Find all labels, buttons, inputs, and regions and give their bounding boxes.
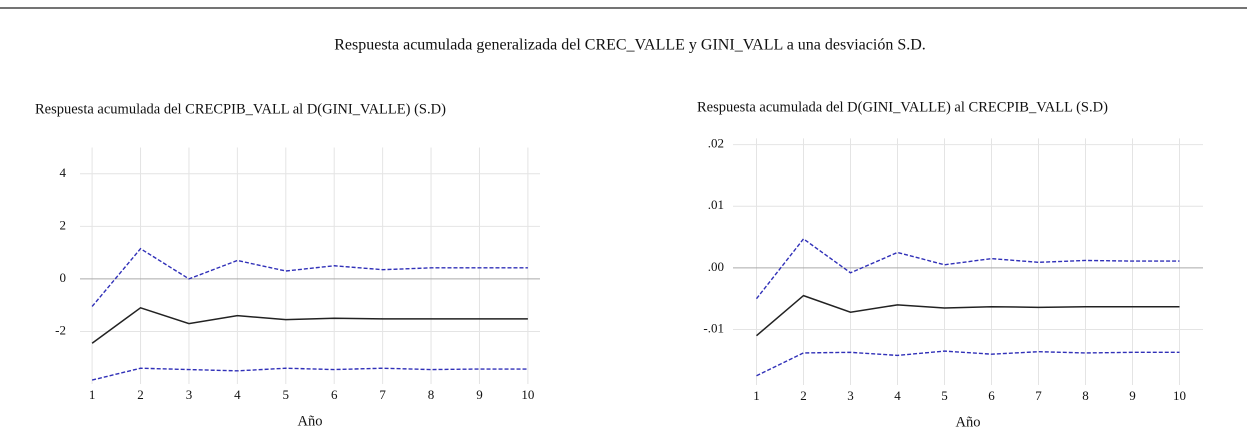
x-tick-label: 8: [428, 387, 435, 402]
x-tick-label: 5: [283, 387, 290, 402]
x-tick-label: 2: [800, 388, 807, 403]
y-tick-label: .01: [708, 197, 724, 212]
x-tick-label: 4: [234, 387, 241, 402]
y-tick-label: -2: [55, 322, 66, 337]
series-line: [91, 367, 528, 381]
x-tick-label: 7: [1035, 388, 1042, 403]
x-tick-label: 6: [331, 387, 338, 402]
x-tick-label: 8: [1082, 388, 1089, 403]
series-line: [755, 237, 1180, 300]
y-tick-label: .02: [708, 136, 724, 151]
y-tick-label: 2: [60, 217, 67, 232]
series-line: [756, 350, 1180, 377]
x-tick-label: 9: [476, 387, 483, 402]
x-axis-label: Año: [298, 413, 323, 429]
chart-title: Respuesta acumulada del CRECPIB_VALL al …: [35, 101, 446, 117]
series-line: [91, 306, 528, 344]
y-tick-label: 0: [60, 270, 67, 285]
x-tick-label: 5: [941, 388, 948, 403]
y-tick-label: 4: [60, 165, 67, 180]
x-tick-label: 10: [521, 387, 534, 402]
chart-title: Respuesta acumulada del D(GINI_VALLE) al…: [697, 99, 1108, 115]
x-tick-label: 3: [847, 388, 854, 403]
series-line: [91, 247, 528, 307]
y-tick-label: .00: [708, 259, 724, 274]
x-tick-label: 7: [379, 387, 386, 402]
y-tick-label: -.01: [703, 320, 724, 335]
figure-title: Respuesta acumulada generalizada del CRE…: [334, 37, 926, 54]
x-tick-label: 3: [186, 387, 193, 402]
x-tick-label: 1: [753, 388, 760, 403]
x-tick-label: 1: [89, 387, 96, 402]
x-tick-label: 4: [894, 388, 901, 403]
series-line: [756, 294, 1180, 337]
x-tick-label: 6: [988, 388, 995, 403]
x-axis-label: Año: [956, 414, 981, 430]
x-tick-label: 2: [137, 387, 144, 402]
x-tick-label: 10: [1173, 388, 1186, 403]
x-tick-label: 9: [1129, 388, 1136, 403]
